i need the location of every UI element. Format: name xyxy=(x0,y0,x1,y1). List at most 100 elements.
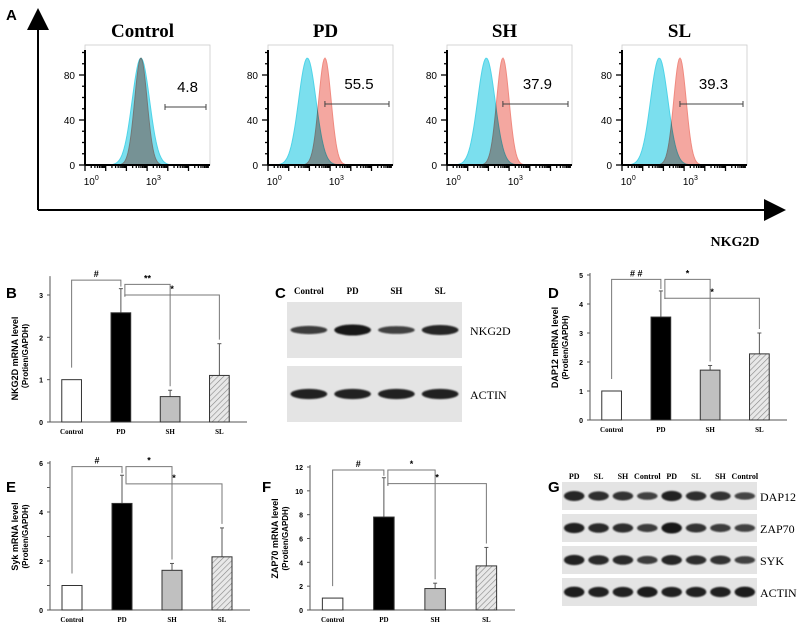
lane-label: Control xyxy=(634,472,661,481)
panel-letter-B: B xyxy=(6,285,17,302)
protein-band xyxy=(421,388,459,400)
bar-chart-B: 0 1 2 3 NKG2D mRNA level （Protien/GAPDH) Contr… xyxy=(10,269,247,436)
panel-letter-E: E xyxy=(6,479,16,496)
protein-band xyxy=(563,522,585,534)
significance-bracket xyxy=(125,466,173,560)
y-tick-label: 0 xyxy=(431,161,437,172)
y-tick-label: 80 xyxy=(247,71,259,82)
gate-percentage: 55.5 xyxy=(344,76,373,93)
significance-label: * xyxy=(686,268,690,278)
protein-band xyxy=(612,555,634,565)
x-tick-label: 103 xyxy=(683,175,698,188)
x-tick-exponent: 0 xyxy=(632,175,636,182)
bar-chart-D: 0 1 2 3 4 5 DAP12 mRNA level (Protien/GAPDH) Con… xyxy=(550,268,787,434)
y-tick-label: 2 xyxy=(579,360,583,367)
protein-band xyxy=(685,491,707,501)
x-tick-label: 100 xyxy=(621,175,636,188)
lane-label: SH xyxy=(618,472,629,481)
significance-bracket xyxy=(664,278,711,362)
protein-band xyxy=(637,555,658,565)
x-tick-label: 103 xyxy=(508,175,523,188)
bar-sl xyxy=(475,565,498,611)
x-tick-label: SL xyxy=(218,616,227,624)
x-tick-exponent: 3 xyxy=(694,175,698,182)
x-tick-base: 10 xyxy=(84,177,96,188)
significance-label: * xyxy=(710,287,714,297)
bar-pd xyxy=(110,312,132,423)
x-tick-label: 100 xyxy=(267,175,282,188)
x-tick-exponent: 3 xyxy=(519,175,523,182)
x-tick-label: SH xyxy=(165,428,175,436)
x-tick-base: 10 xyxy=(329,177,341,188)
x-tick-label: SH xyxy=(705,426,715,434)
bar-sl xyxy=(211,556,233,611)
x-tick-label: 100 xyxy=(446,175,461,188)
bar-chart-E: 0 2 4 6 Syk mRNA level (Protien/GAPDH) Control… xyxy=(10,456,250,624)
y-tick-label: 3 xyxy=(39,293,43,300)
bar-pd xyxy=(373,516,395,611)
x-tick-base: 10 xyxy=(508,177,520,188)
flow-panel-title: PD xyxy=(313,21,338,42)
protein-band xyxy=(334,324,371,336)
y-tick-label: 10 xyxy=(295,489,303,496)
lane-label: Control xyxy=(732,472,759,481)
protein-band xyxy=(734,524,756,532)
y-tick-label: 4 xyxy=(299,560,303,567)
significance-label: * xyxy=(172,473,176,483)
y-tick-label: 0 xyxy=(606,161,612,172)
significance-bracket xyxy=(124,294,220,340)
significance-label: # xyxy=(94,269,99,279)
x-tick-label: SL xyxy=(482,616,491,624)
protein-band xyxy=(661,490,682,502)
protein-band xyxy=(685,523,707,533)
row-label: NKG2D xyxy=(470,324,511,338)
bar-chart-F: 0 2 4 6 8 10 12 ZAP70 mRNA level (Protien/GAPDH)… xyxy=(270,459,515,624)
bar-pd xyxy=(111,502,133,611)
protein-band xyxy=(734,492,756,500)
bar-sl xyxy=(749,353,770,421)
row-label: ACTIN xyxy=(760,586,797,600)
lane-label: PD xyxy=(666,472,677,481)
significance-label: * xyxy=(147,456,151,466)
x-tick-label: PD xyxy=(117,616,126,624)
protein-band xyxy=(290,388,328,400)
y-tick-label: 5 xyxy=(579,273,583,280)
row-label: ZAP70 xyxy=(760,522,795,536)
lane-label: PD xyxy=(569,472,580,481)
significance-label: * xyxy=(170,284,174,294)
lane-label: SL xyxy=(594,472,604,481)
significance-label: * xyxy=(410,459,414,469)
flow-panel-title: SH xyxy=(492,21,518,42)
protein-band xyxy=(685,555,707,565)
significance-bracket xyxy=(125,483,223,524)
x-tick-exponent: 0 xyxy=(457,175,461,182)
y-tick-label: 3 xyxy=(579,331,583,338)
x-tick-exponent: 0 xyxy=(278,175,282,182)
significance-bracket xyxy=(387,483,487,544)
protein-band xyxy=(661,586,682,598)
significance-bracket xyxy=(664,297,760,329)
protein-band xyxy=(685,586,707,598)
x-axis-arrowhead xyxy=(764,199,786,221)
bar-control xyxy=(321,597,344,611)
significance-bracket xyxy=(71,466,123,574)
y-tick-label: 1 xyxy=(579,389,583,396)
protein-band xyxy=(563,586,585,598)
protein-band xyxy=(612,491,634,501)
y-axis-label: DAP12 mRNA level xyxy=(550,307,560,388)
protein-band xyxy=(563,491,585,501)
protein-band xyxy=(710,491,731,501)
y-tick-label: 40 xyxy=(601,116,613,127)
y-tick-label: 0 xyxy=(299,608,303,615)
protein-band xyxy=(421,325,459,335)
significance-label: * xyxy=(435,473,439,483)
bar-control xyxy=(61,585,83,611)
x-tick-base: 10 xyxy=(146,177,158,188)
protein-band xyxy=(378,326,415,334)
row-label: SYK xyxy=(760,554,784,568)
x-tick-label: 103 xyxy=(329,175,344,188)
protein-band xyxy=(612,523,634,533)
y-tick-label: 0 xyxy=(252,161,258,172)
bar-sh xyxy=(424,588,446,611)
